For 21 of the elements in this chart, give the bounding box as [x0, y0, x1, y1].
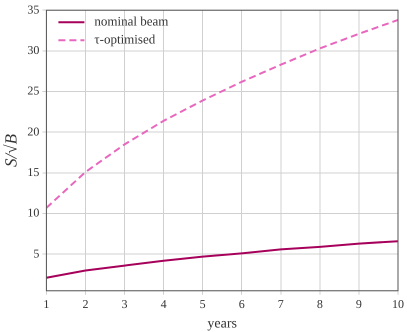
legend-label: τ-optimised — [94, 32, 156, 47]
x-tick-label: 9 — [356, 297, 362, 312]
y-tick-label: 10 — [27, 206, 40, 220]
x-tick-label: 1 — [43, 297, 50, 312]
y-tick-label: 25 — [27, 84, 40, 98]
x-tick-label: 2 — [82, 297, 88, 312]
y-tick-label: 30 — [27, 43, 40, 58]
x-tick-label: 5 — [200, 297, 206, 312]
x-tick-label: 7 — [278, 297, 284, 312]
x-tick-label: 3 — [122, 297, 128, 312]
x-tick-label: 10 — [392, 297, 404, 312]
y-tick-label: 20 — [27, 124, 40, 138]
y-tick-label: 35 — [27, 2, 40, 16]
x-tick-label: 6 — [238, 297, 245, 312]
y-tick-label: 5 — [33, 246, 40, 260]
y-axis-title: S/√B — [2, 133, 21, 167]
legend-label: nominal beam — [94, 14, 168, 29]
x-tick-label: 8 — [316, 297, 323, 312]
y-tick-label: 15 — [27, 165, 40, 180]
x-axis-title: years — [207, 316, 237, 332]
x-tick-label: 4 — [160, 297, 167, 312]
